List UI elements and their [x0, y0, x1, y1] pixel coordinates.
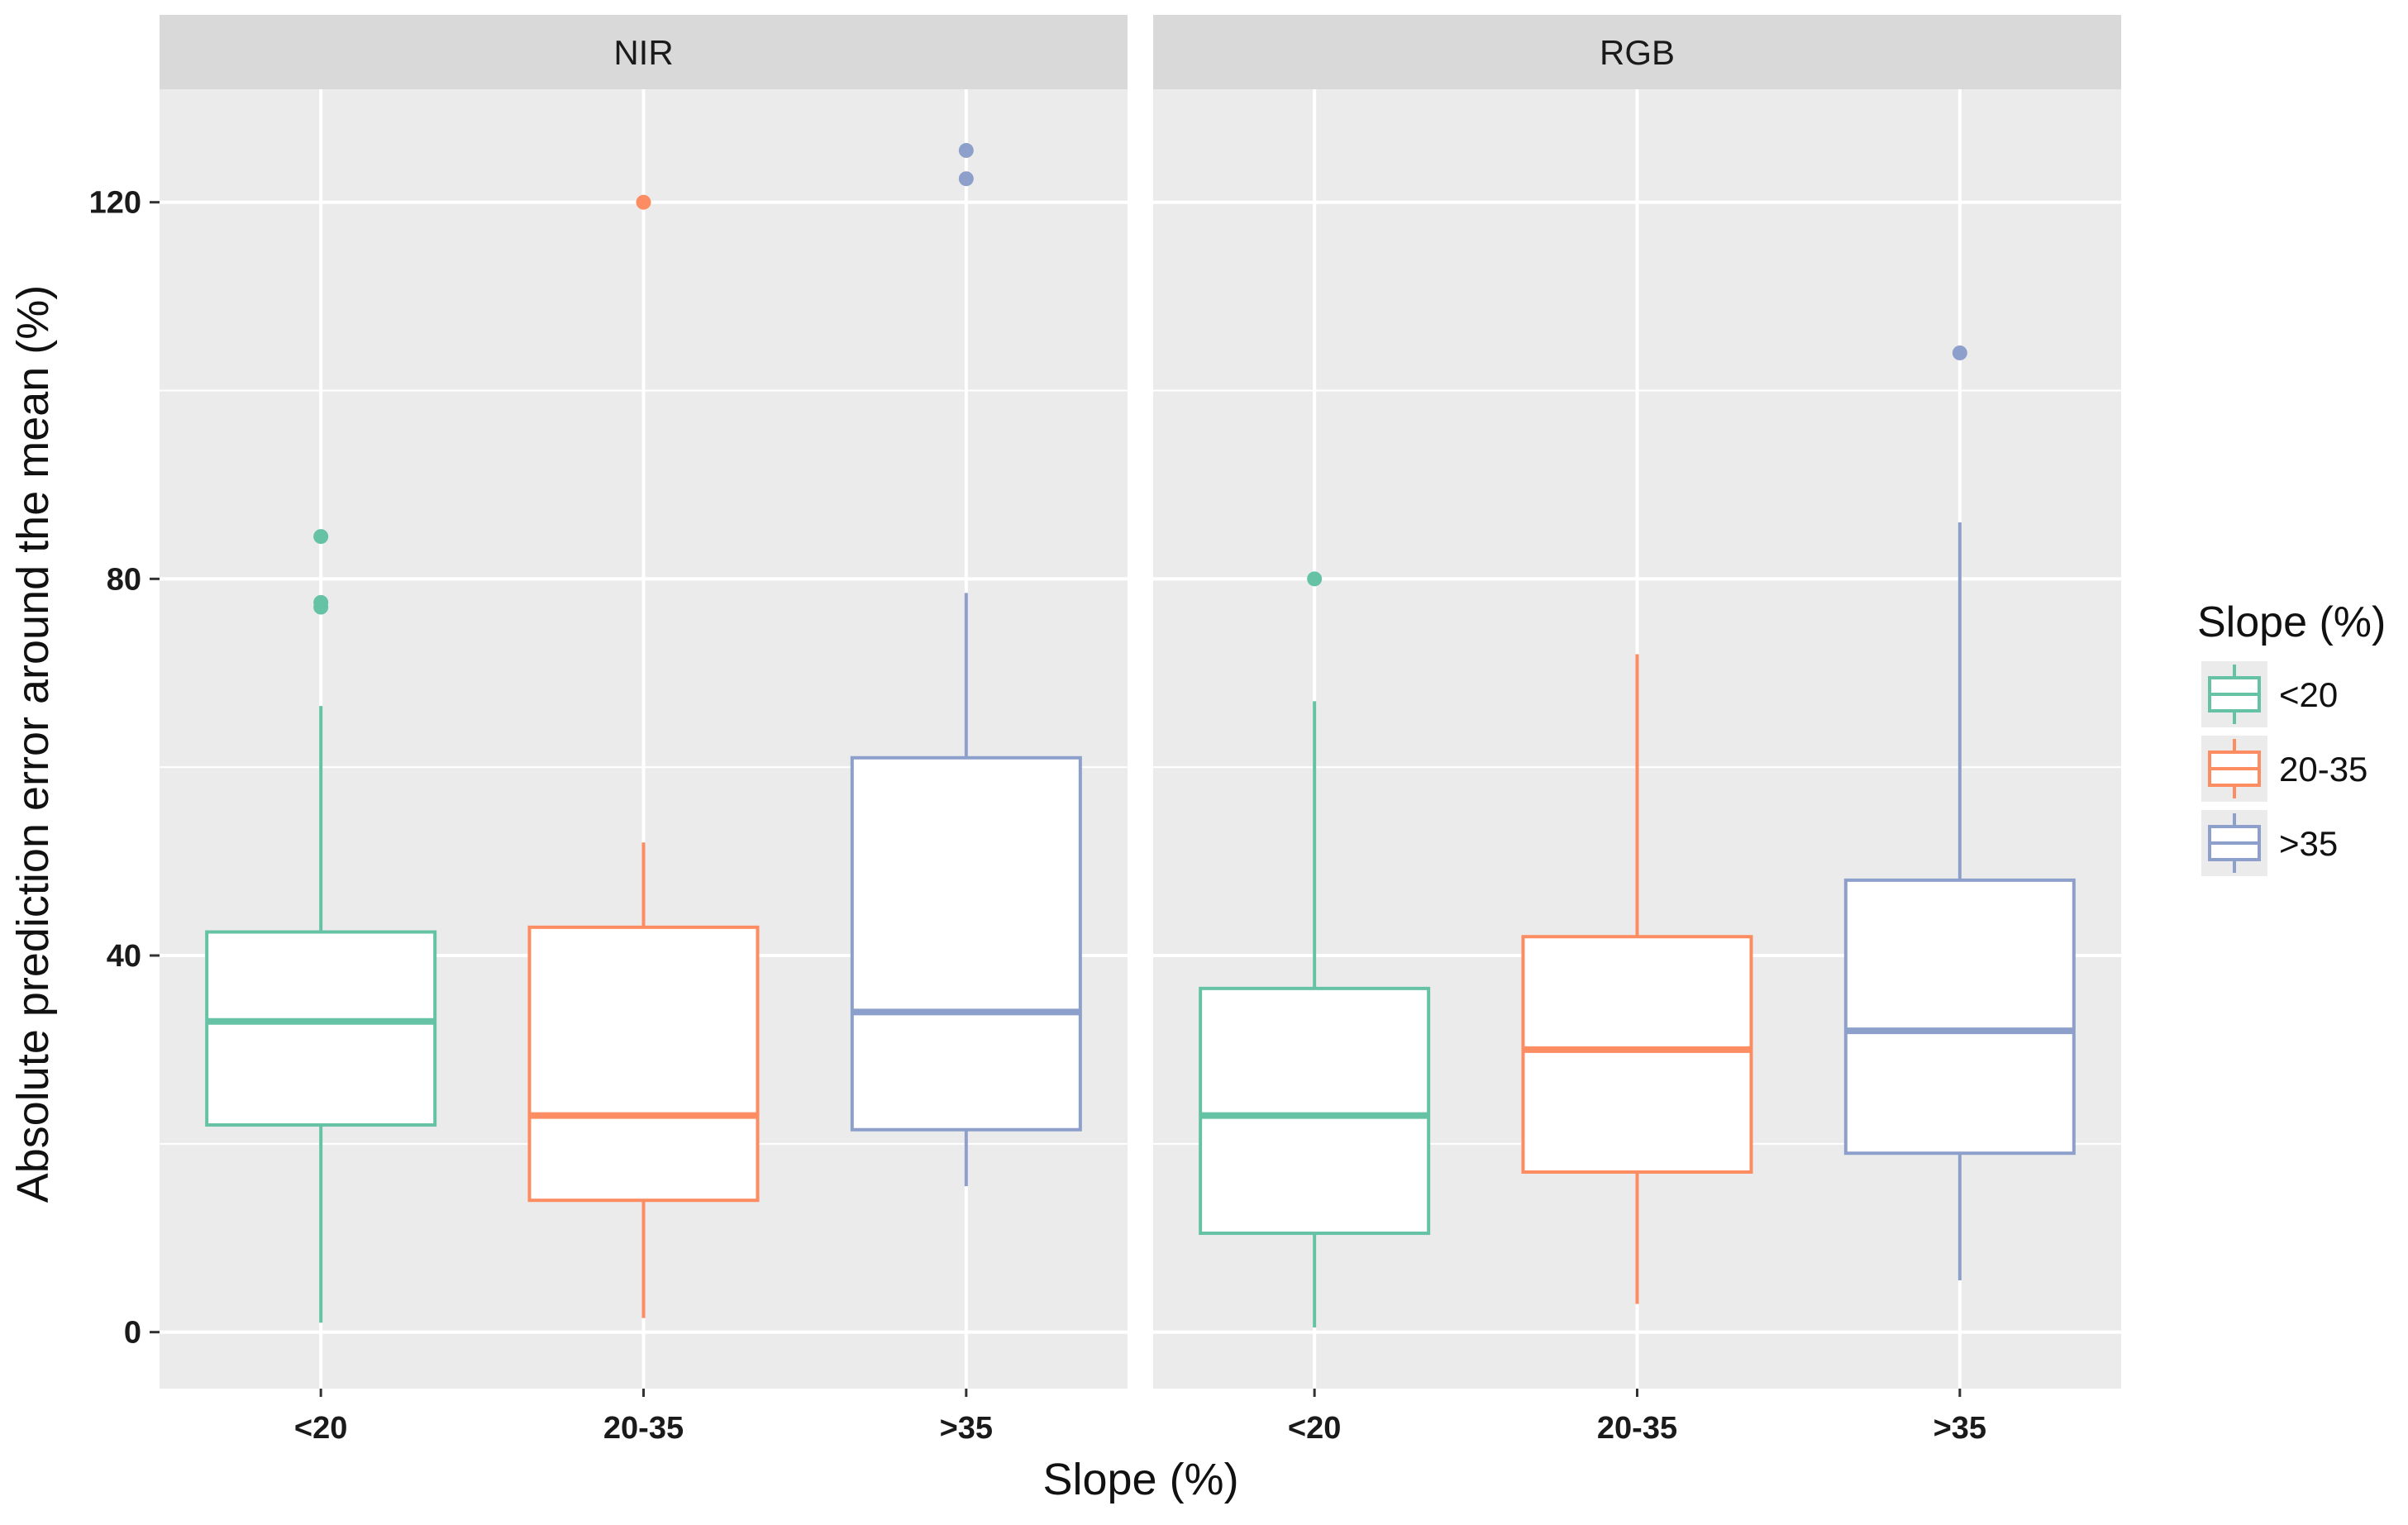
outlier-point — [636, 194, 651, 210]
outlier-point — [1952, 345, 1967, 360]
outlier-point — [313, 599, 329, 615]
legend-key-<20: <20 — [2201, 661, 2338, 727]
y-tick-label: 80 — [107, 562, 141, 597]
box-<20 — [1199, 571, 1431, 1327]
y-tick-label: 40 — [107, 939, 141, 974]
box-20-35 — [1521, 654, 1753, 1304]
x-tick-label: <20 — [294, 1411, 347, 1446]
box-<20 — [205, 529, 437, 1323]
facet-strip — [1153, 15, 2121, 89]
panel-rgb: RGB <20 20-35 >35 — [1153, 15, 2121, 1446]
box->35 — [850, 143, 1082, 1187]
x-tick-label: >35 — [940, 1411, 993, 1446]
legend: Slope (%) <20 20-35 >35 — [2197, 598, 2386, 876]
iqr-box — [1521, 935, 1753, 1175]
facet-strip — [160, 15, 1128, 89]
outlier-point — [1307, 571, 1323, 587]
legend-label: <20 — [2279, 675, 2338, 714]
legend-title: Slope (%) — [2197, 598, 2386, 646]
iqr-box — [527, 925, 760, 1203]
y-axis-title: Absolute prediction error around the mea… — [8, 285, 58, 1203]
iqr-box — [205, 930, 437, 1127]
x-tick-label: >35 — [1934, 1411, 1986, 1446]
legend-key->35: >35 — [2201, 810, 2338, 876]
box-20-35 — [527, 194, 760, 1318]
outlier-point — [313, 529, 329, 545]
box->35 — [1843, 345, 2076, 1280]
iqr-box — [1199, 986, 1431, 1236]
y-axis: 0 40 80 120 — [89, 186, 160, 1351]
outlier-point — [958, 143, 974, 159]
x-tick-label: 20-35 — [603, 1411, 684, 1446]
legend-key-20-35: 20-35 — [2201, 736, 2367, 802]
outlier-point — [958, 171, 974, 187]
iqr-box — [1843, 878, 2076, 1156]
iqr-box — [850, 755, 1082, 1132]
x-axis-title: Slope (%) — [1042, 1455, 1238, 1504]
x-tick-label: <20 — [1288, 1411, 1341, 1446]
facet-label: RGB — [1600, 33, 1675, 72]
y-tick-label: 120 — [89, 186, 141, 221]
legend-label: 20-35 — [2279, 750, 2367, 789]
legend-label: >35 — [2279, 824, 2338, 863]
x-tick-label: 20-35 — [1597, 1411, 1677, 1446]
y-tick-label: 0 — [124, 1316, 141, 1351]
panel-nir: NIR <20 20-35 >35 — [160, 15, 1128, 1446]
facet-label: NIR — [613, 33, 673, 72]
